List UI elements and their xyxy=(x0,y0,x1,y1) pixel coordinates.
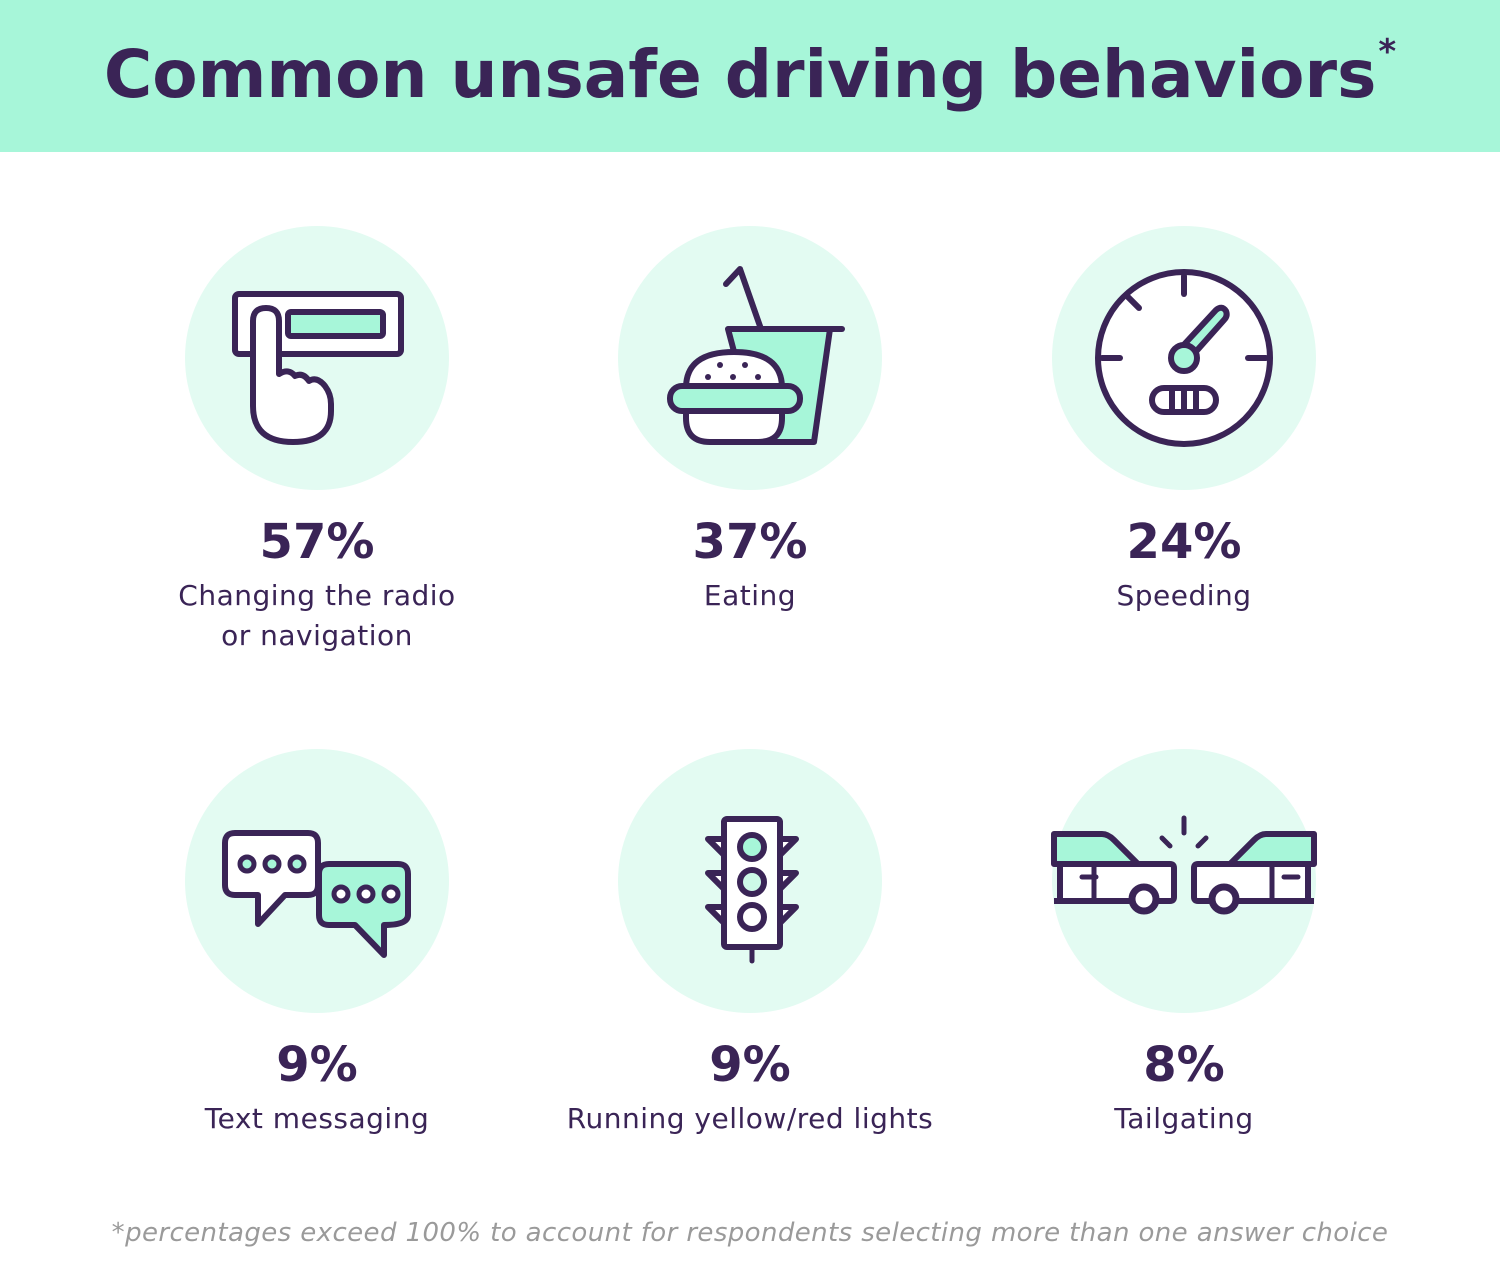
stat-item-tailgating: 8% Tailgating xyxy=(964,749,1404,1139)
stat-label-line: Speeding xyxy=(1116,579,1252,612)
stat-label-line: Eating xyxy=(703,579,797,612)
stat-label-line: Running yellow/red lights xyxy=(566,1102,934,1135)
stat-percent: 8% xyxy=(1143,1037,1225,1093)
icon-circle xyxy=(618,749,882,1013)
radio-touch-icon xyxy=(232,291,404,445)
stat-label: Speeding xyxy=(964,576,1404,616)
footnote: *percentages exceed 100% to account for … xyxy=(111,1218,1389,1248)
stat-label-line: Tailgating xyxy=(1114,1102,1254,1135)
stat-label: Running yellow/red lights xyxy=(530,1099,970,1139)
stat-percent: 57% xyxy=(259,514,375,570)
burger-drink-icon xyxy=(667,266,845,445)
stat-item-texting: 9% Text messaging xyxy=(97,749,537,1139)
page-title: Common unsafe driving behaviors* xyxy=(103,32,1396,113)
stat-label: Text messaging xyxy=(97,1099,537,1139)
stat-item-speeding: 24% Speeding xyxy=(964,226,1404,616)
stat-label: Changing the radio or navigation xyxy=(97,576,537,656)
stat-item-lights: 9% Running yellow/red lights xyxy=(530,749,970,1139)
speedometer-icon xyxy=(1095,269,1273,447)
header-banner: Common unsafe driving behaviors* xyxy=(0,0,1500,152)
stat-percent: 37% xyxy=(692,514,808,570)
icon-circle xyxy=(185,226,449,490)
icon-circle xyxy=(185,749,449,1013)
traffic-light-icon xyxy=(705,816,799,964)
chat-bubbles-icon xyxy=(222,830,411,958)
car-collision-icon xyxy=(1051,815,1317,915)
stat-label-line: Text messaging xyxy=(204,1102,430,1135)
title-text: Common unsafe driving behaviors xyxy=(103,35,1377,113)
stat-percent: 24% xyxy=(1126,514,1242,570)
stat-label: Eating xyxy=(530,576,970,616)
icon-circle xyxy=(1052,226,1316,490)
stat-item-eating: 37% Eating xyxy=(530,226,970,616)
title-asterisk: * xyxy=(1378,31,1397,72)
stat-label-line: or navigation xyxy=(221,619,413,652)
stat-percent: 9% xyxy=(276,1037,358,1093)
stat-label: Tailgating xyxy=(964,1099,1404,1139)
stat-label-line: Changing the radio xyxy=(178,579,456,612)
icon-circle xyxy=(618,226,882,490)
icon-circle xyxy=(1051,749,1317,1013)
stat-item-radio: 57% Changing the radio or navigation xyxy=(97,226,537,656)
stat-percent: 9% xyxy=(709,1037,791,1093)
